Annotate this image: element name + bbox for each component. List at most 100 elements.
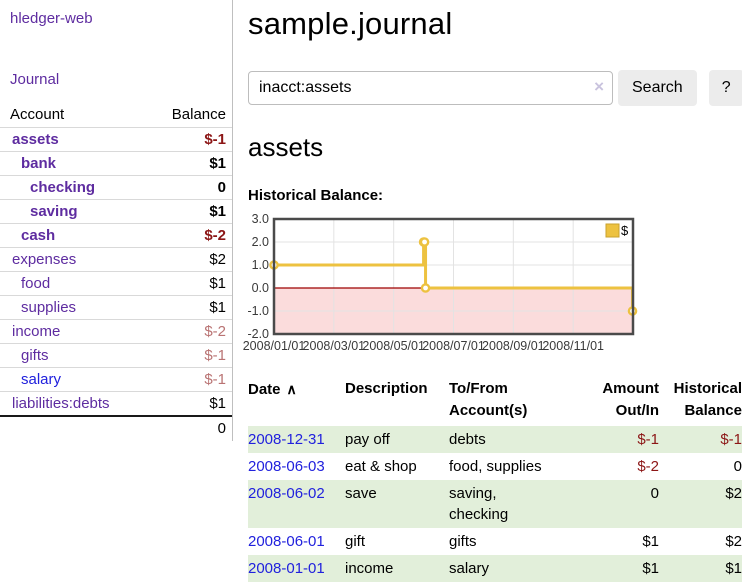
register-header-date[interactable]: Date ∧ <box>248 381 297 398</box>
register-header-accounts: To/From Account(s) <box>449 380 528 419</box>
help-button[interactable]: ? <box>708 70 742 106</box>
account-balance: $-2 <box>141 223 232 248</box>
sidebar-item-journal[interactable]: Journal <box>10 71 60 88</box>
register-header-balance: Historical Balance <box>673 380 742 419</box>
y-axis-tick: 1.0 <box>252 258 269 272</box>
accounts-header-row: Account Balance <box>0 104 232 128</box>
main-content: sample.journal × Search ? assets Histori… <box>233 0 742 582</box>
account-balance: $-1 <box>141 343 232 368</box>
sidebar-account-link[interactable]: assets <box>12 131 59 148</box>
transaction-amount: $-1 <box>637 431 659 448</box>
transaction-date-link[interactable]: 2008-01-01 <box>248 560 325 577</box>
sidebar-account-link[interactable]: gifts <box>21 347 49 364</box>
chart-svg: $3.0 2.0 1.0 0.0 -1.0 -2.02008/01/012008/03/0… <box>243 212 638 353</box>
register-row: 2008-12-31 pay off debts $-1 $-1 <box>248 426 742 453</box>
register-header-description: Description <box>345 380 428 397</box>
account-balance: $-1 <box>141 367 232 392</box>
account-row: gifts $-1 <box>0 343 232 368</box>
sidebar: hledger-web Journal Account Balance asse… <box>0 0 233 441</box>
x-axis-tick: 2008/05/01 <box>362 339 425 353</box>
account-row: checking 0 <box>0 175 232 200</box>
y-axis-tick: 3.0 <box>252 212 269 226</box>
account-balance: $-2 <box>141 319 232 344</box>
transaction-accounts: salary <box>449 560 490 577</box>
y-axis-tick: 2.0 <box>252 235 269 249</box>
sidebar-account-link[interactable]: food <box>21 275 51 292</box>
account-balance: $1 <box>141 295 232 320</box>
transaction-date-link[interactable]: 2008-06-01 <box>248 533 325 550</box>
sidebar-account-link[interactable]: cash <box>21 227 56 244</box>
chart-title: Historical Balance: <box>248 187 384 204</box>
x-axis-tick: 2008/07/01 <box>422 339 485 353</box>
transaction-amount: $1 <box>642 560 659 577</box>
x-axis-tick: 2008/09/01 <box>482 339 545 353</box>
sidebar-account-link[interactable]: supplies <box>21 299 77 316</box>
transaction-amount: $-2 <box>637 458 659 475</box>
sidebar-account-link[interactable]: income <box>12 323 61 340</box>
clear-search-icon[interactable]: × <box>594 77 604 96</box>
transaction-balance: 0 <box>733 458 742 475</box>
sidebar-account-link[interactable]: checking <box>30 179 96 196</box>
x-axis-tick: 2008/11/01 <box>542 339 604 353</box>
y-axis-tick: 0.0 <box>252 281 269 295</box>
transaction-description: eat & shop <box>345 458 417 475</box>
plot-border <box>272 217 635 336</box>
search-box: × <box>248 71 613 105</box>
app-brand: hledger-web <box>0 10 232 27</box>
search-input[interactable] <box>248 71 613 105</box>
transaction-accounts: debts <box>449 431 486 448</box>
transaction-amount: 0 <box>650 485 659 502</box>
sidebar-account-link[interactable]: salary <box>21 371 62 388</box>
sort-ascending-icon: ∧ <box>286 381 297 397</box>
account-balance: $1 <box>141 199 232 224</box>
account-balance: 0 <box>141 175 232 200</box>
transaction-balance: $1 <box>725 560 742 577</box>
transaction-balance: $-1 <box>720 431 742 448</box>
accounts-total-spacer <box>0 415 142 440</box>
page-title: sample.journal <box>248 6 453 41</box>
transaction-date-link[interactable]: 2008-06-03 <box>248 458 325 475</box>
transaction-description: pay off <box>345 431 390 448</box>
register-row: 2008-01-01 income salary $1 $1 <box>248 555 742 582</box>
accounts-header-balance: Balance <box>171 106 226 123</box>
transaction-description: gift <box>345 533 366 550</box>
account-row: income $-2 <box>0 319 232 344</box>
account-row: supplies $1 <box>0 295 232 320</box>
transaction-accounts: gifts <box>449 533 477 550</box>
transaction-accounts: saving, checking <box>449 485 509 523</box>
account-balance: $1 <box>141 151 232 176</box>
register-header-row: Date ∧ Description To/From Account(s) Amou… <box>248 376 742 426</box>
sidebar-account-link[interactable]: bank <box>21 155 57 172</box>
account-row: salary $-1 <box>0 367 232 392</box>
accounts-table-body: assets $-1 bank $1 checking 0 saving $1 cash $-2 e… <box>0 127 232 416</box>
data-point-marker <box>420 283 431 293</box>
accounts-header-account: Account <box>10 106 65 123</box>
account-row: saving $1 <box>0 199 232 224</box>
sidebar-nav: Journal <box>0 71 232 88</box>
transaction-balance: $2 <box>725 485 742 502</box>
register-header-amount: Amount Out/In <box>602 380 659 419</box>
historical-balance-chart: $3.0 2.0 1.0 0.0 -1.0 -2.0 2008/01/01 2008/03/0… <box>243 212 742 356</box>
search-row: × Search ? <box>248 70 742 106</box>
transaction-date-link[interactable]: 2008-06-02 <box>248 485 325 502</box>
x-axis-tick: 2008/01/01 <box>243 339 306 353</box>
account-row: food $1 <box>0 271 232 296</box>
transaction-date-link[interactable]: 2008-12-31 <box>248 431 325 448</box>
register-table-body: 2008-12-31 pay off debts $-1 $-1 2008-06-03 ea… <box>248 426 742 582</box>
search-button[interactable]: Search <box>618 70 697 106</box>
sidebar-account-link[interactable]: liabilities:debts <box>12 395 110 412</box>
transaction-accounts: food, supplies <box>449 458 542 475</box>
account-row: bank $1 <box>0 151 232 176</box>
account-balance: $2 <box>141 247 232 272</box>
y-axis-tick: -2.0 <box>247 327 269 341</box>
account-balance: $1 <box>141 271 232 296</box>
account-row: assets $-1 <box>0 127 232 152</box>
sidebar-account-link[interactable]: expenses <box>12 251 77 268</box>
sidebar-account-link[interactable]: saving <box>30 203 78 220</box>
data-point-marker <box>419 237 430 247</box>
transaction-balance: $2 <box>725 533 742 550</box>
accounts-total-value: 0 <box>141 415 232 440</box>
accounts-table: Account Balance assets $-1 bank $1 checking 0… <box>0 104 232 440</box>
brand-link[interactable]: hledger-web <box>10 10 93 27</box>
